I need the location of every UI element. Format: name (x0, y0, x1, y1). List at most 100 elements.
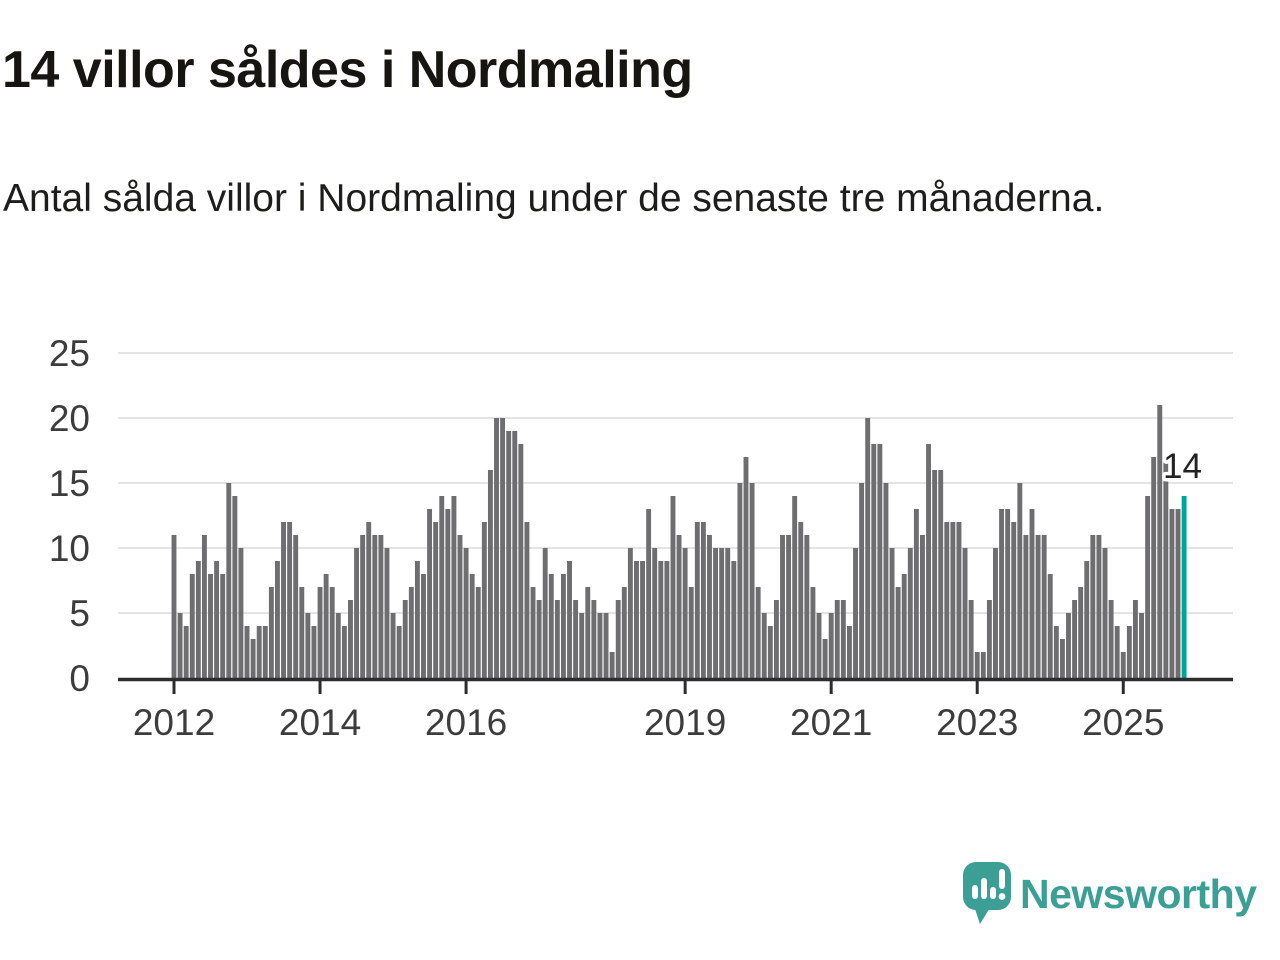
bar (1023, 535, 1029, 678)
bar (999, 509, 1005, 678)
bar (664, 561, 670, 678)
bar (506, 431, 512, 678)
bar (177, 613, 183, 678)
bar (688, 587, 694, 678)
bar (731, 561, 737, 678)
bar (390, 613, 396, 678)
y-tick-label: 0 (69, 658, 90, 699)
bar (293, 535, 299, 678)
highlighted-bar (1181, 496, 1187, 678)
bar (1078, 587, 1084, 678)
bar (354, 548, 359, 678)
bar (548, 574, 554, 678)
bar (1120, 652, 1126, 678)
bar (798, 522, 804, 678)
bar (1017, 483, 1023, 678)
bar (268, 587, 274, 678)
x-tick-label: 2025 (1082, 702, 1164, 743)
bar (554, 600, 560, 678)
bar (749, 483, 755, 678)
bar (889, 548, 895, 678)
bar (974, 652, 980, 678)
bar (238, 548, 244, 678)
x-tick-label: 2023 (936, 702, 1018, 743)
bar (335, 613, 341, 678)
bar (682, 548, 688, 678)
bar (1126, 626, 1132, 678)
x-tick-label: 2012 (133, 702, 215, 743)
bar (853, 548, 858, 678)
newsworthy-logo-icon (963, 862, 1011, 924)
bar (640, 561, 645, 678)
bar (743, 457, 749, 678)
bar (457, 535, 463, 678)
bar (920, 535, 925, 678)
bar (189, 574, 195, 678)
bar (274, 561, 280, 678)
bar (201, 535, 207, 678)
bar (591, 600, 597, 678)
x-tick-label: 2014 (279, 702, 361, 743)
bar (329, 587, 335, 678)
bar (871, 444, 877, 678)
bar (713, 548, 719, 678)
bar (341, 626, 347, 678)
bar (1132, 600, 1138, 678)
bar (877, 444, 883, 678)
latest-value-label: 14 (1163, 447, 1202, 486)
bar (262, 626, 268, 678)
bar (634, 561, 639, 678)
x-tick-label: 2019 (644, 702, 726, 743)
bar (445, 509, 451, 678)
bar (208, 574, 213, 678)
bar (700, 522, 706, 678)
bar (1047, 574, 1053, 678)
bar (1053, 626, 1059, 678)
bar (1035, 535, 1041, 678)
bar (214, 561, 220, 678)
bar (676, 535, 682, 678)
bar (719, 548, 725, 678)
bar (481, 522, 487, 678)
x-tick-label: 2021 (790, 702, 872, 743)
bar (317, 587, 323, 678)
bar (1059, 639, 1065, 678)
bar (256, 626, 262, 678)
bar (913, 509, 919, 678)
bar (573, 600, 579, 678)
bar (250, 639, 256, 678)
bar (396, 626, 402, 678)
bar (786, 535, 792, 678)
bar (1005, 509, 1011, 678)
bar (840, 600, 846, 678)
bar (956, 522, 962, 678)
bar (646, 509, 652, 678)
bar (907, 548, 913, 678)
bar (1102, 548, 1108, 678)
bar (670, 496, 676, 678)
bar (707, 535, 712, 678)
bar (1114, 626, 1120, 678)
bar (366, 522, 372, 678)
bar (822, 639, 828, 678)
bar (621, 587, 627, 678)
bar (767, 626, 773, 678)
bar (567, 561, 572, 678)
bar (755, 587, 761, 678)
bar (171, 535, 177, 678)
bar (1163, 457, 1169, 678)
bar (1084, 561, 1090, 678)
bar (652, 548, 658, 678)
bar (360, 535, 366, 678)
bar (834, 600, 840, 678)
bar (1090, 535, 1096, 678)
bar (378, 535, 384, 678)
bar (980, 652, 986, 678)
bar (348, 600, 353, 678)
bar (846, 626, 852, 678)
bar (585, 587, 591, 678)
bar (323, 574, 329, 678)
bar (220, 574, 226, 678)
bar (542, 548, 548, 678)
bar (926, 444, 931, 678)
